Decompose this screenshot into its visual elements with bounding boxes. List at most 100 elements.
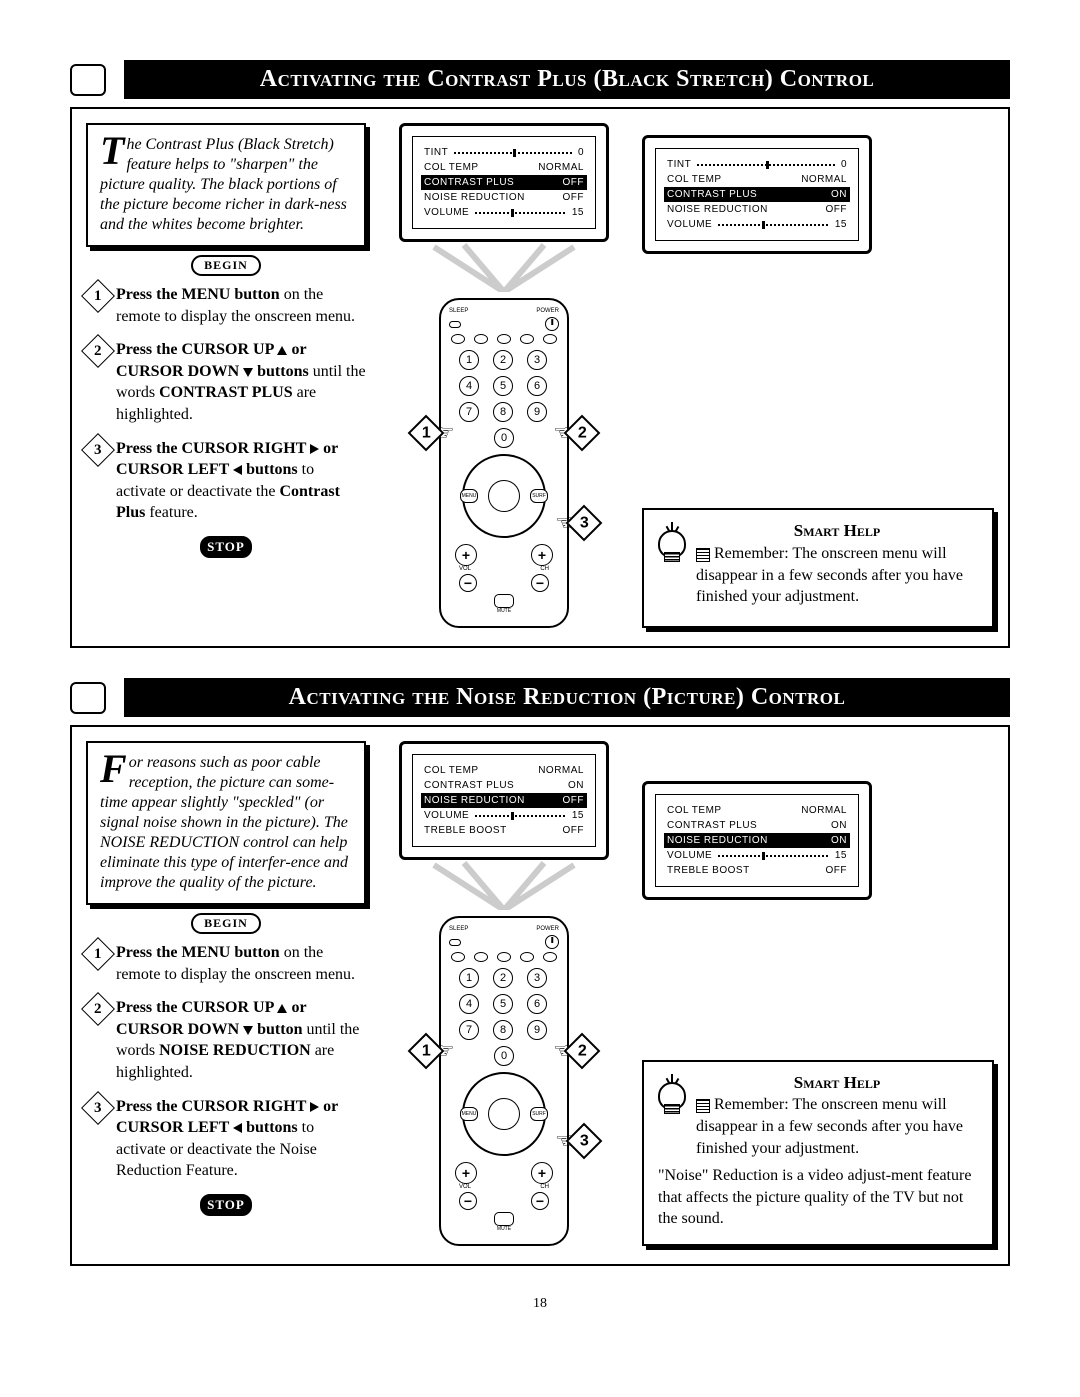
num-8-button[interactable]: 8 [493,402,513,422]
num-2-button[interactable]: 2 [493,968,513,988]
surf-button[interactable]: SURF [530,489,548,503]
note-icon [696,548,710,562]
title-row: Activating the Contrast Plus (Black Stre… [70,60,1010,99]
vol-up-button[interactable]: + [455,1162,477,1184]
cursor-pad[interactable]: MENU SURF [462,454,546,538]
middle-column: TINT0 COL TEMPNORMAL CONTRAST PLUSOFF NO… [384,123,624,628]
ch-up-button[interactable]: + [531,544,553,566]
step-2: 2 Press the CURSOR UP or CURSOR DOWN but… [86,339,366,425]
mode-button[interactable] [474,952,488,962]
power-button[interactable] [545,317,559,331]
step-bold: Press the CURSOR UP [116,999,277,1016]
num-3-button[interactable]: 3 [527,968,547,988]
tv-row-val: NORMAL [801,805,847,816]
step-3: 3 Press the CURSOR RIGHT or CURSOR LEFT … [86,1096,366,1182]
num-5-button[interactable]: 5 [493,376,513,396]
step-2-bold-a: Press the CURSOR UP [116,341,277,358]
num-2-button[interactable]: 2 [493,350,513,370]
mode-button[interactable] [520,952,534,962]
right-column: TINT0 COL TEMPNORMAL CONTRAST PLUSON NOI… [642,123,994,628]
surf-button[interactable]: SURF [530,1107,548,1121]
right-column: COL TEMPNORMAL CONTRAST PLUSON NOISE RED… [642,741,994,1246]
mode-button[interactable] [451,334,465,344]
dropcap: T [100,135,126,167]
smart-help-title: Smart Help [696,1072,978,1095]
ch-down-button[interactable]: − [531,574,549,592]
cursor-pad[interactable]: MENU SURF [462,1072,546,1156]
smart-help-box: Smart Help Remember: The onscreen menu w… [642,1060,994,1247]
tv-row-label: CONTRAST PLUS [424,780,514,791]
vol-down-button[interactable]: − [459,1192,477,1210]
num-9-button[interactable]: 9 [527,1020,547,1040]
mode-button[interactable] [497,334,511,344]
sleep-button[interactable] [449,939,461,946]
tv-row-label: TINT [424,147,448,158]
middle-column: COL TEMPNORMAL CONTRAST PLUSON NOISE RED… [384,741,624,1246]
intro-box: F or reasons such as poor cable receptio… [86,741,366,905]
menu-button[interactable]: MENU [460,1107,478,1121]
num-7-button[interactable]: 7 [459,1020,479,1040]
num-4-button[interactable]: 4 [459,376,479,396]
step-number-icon: 1 [81,279,115,313]
intro-text: or reasons such as poor cable reception,… [100,754,348,891]
tv-row-val: OFF [563,795,585,806]
tv-screen-left: COL TEMPNORMAL CONTRAST PLUSON NOISE RED… [399,741,609,860]
step-bold: buttons [242,1119,298,1136]
triangle-down-icon [243,368,253,377]
num-1-button[interactable]: 1 [459,968,479,988]
section-title: Activating the Noise Reduction (Picture)… [124,678,1010,717]
num-1-button[interactable]: 1 [459,350,479,370]
vol-down-button[interactable]: − [459,574,477,592]
menu-button[interactable]: MENU [460,489,478,503]
vol-label: VOL [459,566,471,572]
tv-screen-right: TINT0 COL TEMPNORMAL CONTRAST PLUSON NOI… [642,135,872,254]
step-1: 1 Press the MENU button on the remote to… [86,942,366,985]
steps-list: 1 Press the MENU button on the remote to… [86,284,366,524]
step-bold: Press the CURSOR RIGHT [116,1098,310,1115]
num-0-button[interactable]: 0 [494,1046,514,1066]
num-6-button[interactable]: 6 [527,376,547,396]
mode-button[interactable] [497,952,511,962]
tv-screen-right: COL TEMPNORMAL CONTRAST PLUSON NOISE RED… [642,781,872,900]
mute-button[interactable] [494,594,514,608]
intro-text: he Contrast Plus (Black Stretch) feature… [100,136,347,233]
signal-beam-icon [404,242,604,292]
tv-row-label: NOISE REDUCTION [667,204,768,215]
step-number-icon: 1 [81,937,115,971]
mode-button[interactable] [543,952,557,962]
step-1: 1 Press the MENU button on the remote to… [86,284,366,327]
ch-down-button[interactable]: − [531,1192,549,1210]
sleep-button[interactable] [449,321,461,328]
num-0-button[interactable]: 0 [494,428,514,448]
tv-row-label: NOISE REDUCTION [424,795,525,806]
num-9-button[interactable]: 9 [527,402,547,422]
sleep-label: SLEEP [449,308,468,314]
smart-help-body: Remember: The onscreen menu will disappe… [696,543,978,608]
num-5-button[interactable]: 5 [493,994,513,1014]
mode-button[interactable] [474,334,488,344]
mode-button[interactable] [520,334,534,344]
tv-row-val: NORMAL [801,174,847,185]
step-number-icon: 3 [81,1091,115,1125]
tv-row-label: CONTRAST PLUS [667,820,757,831]
lightbulb-icon [658,520,686,558]
mode-button[interactable] [451,952,465,962]
vol-up-button[interactable]: + [455,544,477,566]
power-button[interactable] [545,935,559,949]
num-8-button[interactable]: 8 [493,1020,513,1040]
note-icon [696,1099,710,1113]
num-6-button[interactable]: 6 [527,994,547,1014]
triangle-up-icon [277,346,287,355]
ch-up-button[interactable]: + [531,1162,553,1184]
tv-row-label: VOLUME [667,219,712,230]
tv-row-val: OFF [826,204,848,215]
num-4-button[interactable]: 4 [459,994,479,1014]
step-bold: button [253,1021,302,1038]
mute-label: MUTE [449,608,559,614]
triangle-left-icon [233,1123,242,1133]
tv-screen-left: TINT0 COL TEMPNORMAL CONTRAST PLUSOFF NO… [399,123,609,242]
num-3-button[interactable]: 3 [527,350,547,370]
mute-button[interactable] [494,1212,514,1226]
mode-button[interactable] [543,334,557,344]
num-7-button[interactable]: 7 [459,402,479,422]
